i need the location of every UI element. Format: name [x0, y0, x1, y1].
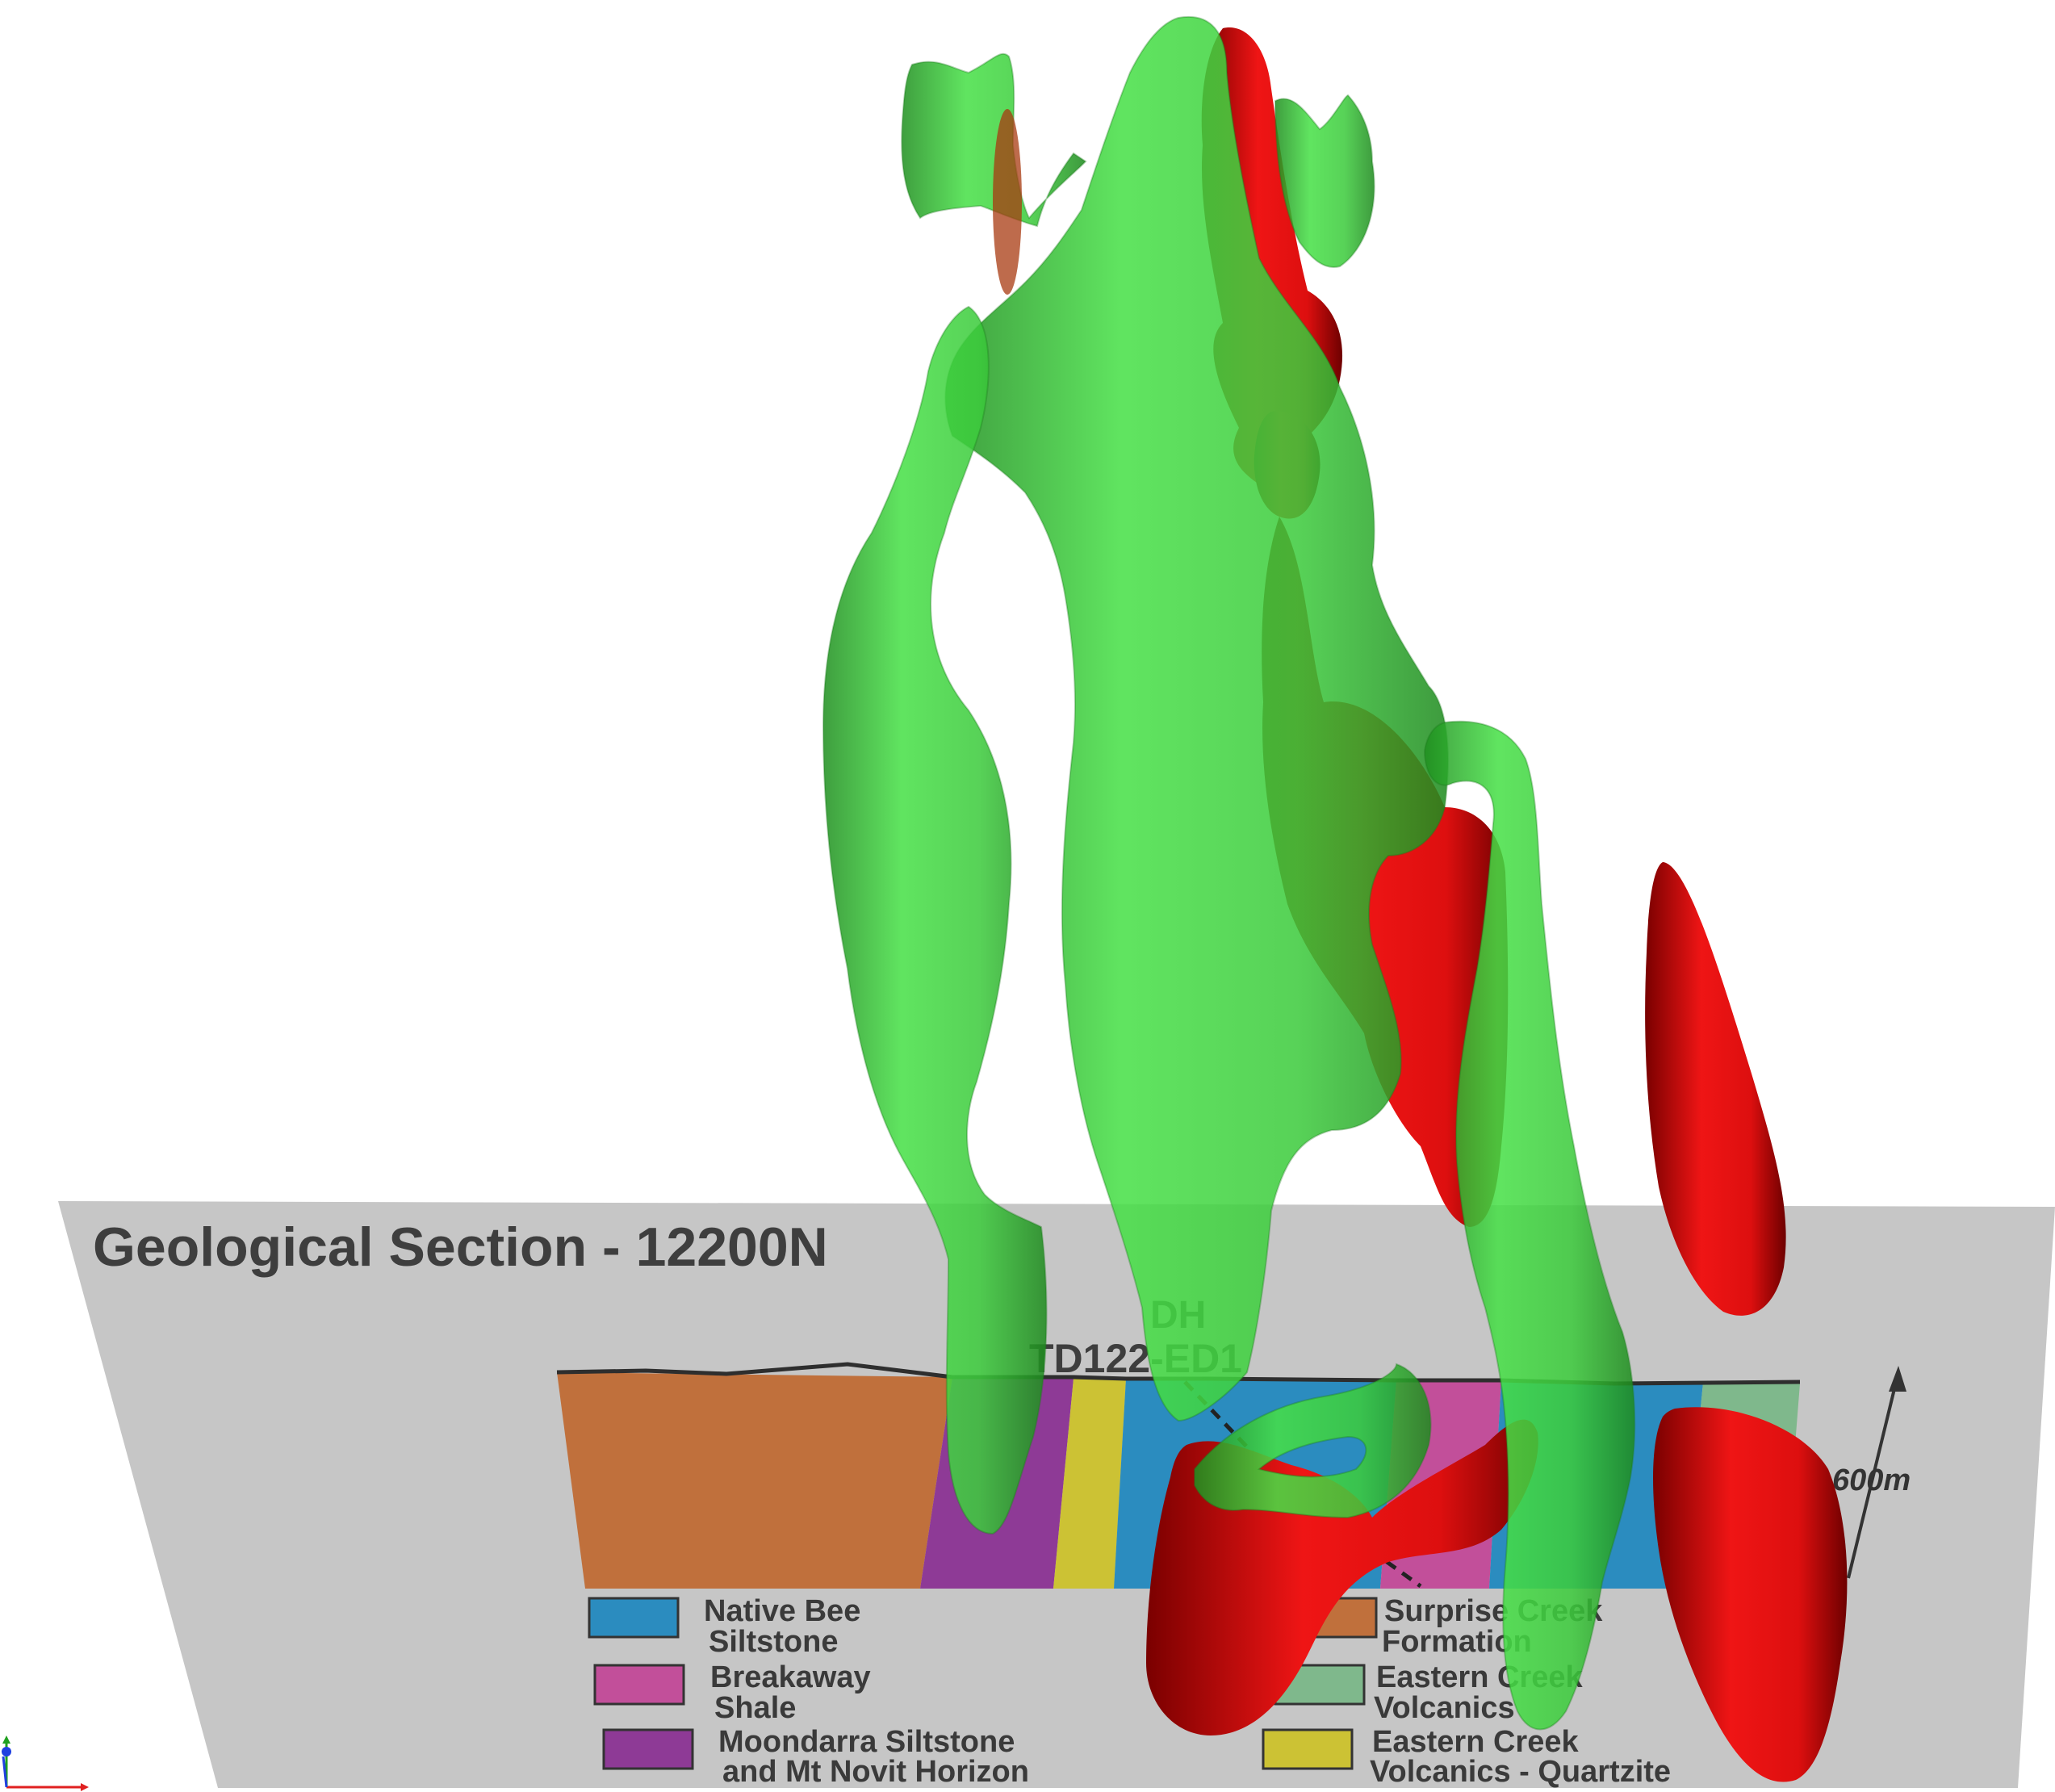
- red-isosurface-central-body[interactable]: [1262, 517, 1509, 1227]
- red-isosurface-lower-east-lobe[interactable]: [1653, 1407, 1848, 1782]
- legend-label-quartzite-2: Volcanics - Quartzite: [1370, 1755, 1671, 1789]
- green-isosurface-top-arm-right[interactable]: [1274, 94, 1375, 268]
- green-isosurface-right-loop[interactable]: [1423, 720, 1636, 1731]
- legend-label-native-bee-1: Native Bee: [704, 1594, 860, 1628]
- legend-label-quartzite-1: Eastern Creek: [1372, 1725, 1579, 1759]
- legend-swatch-moondarra: [602, 1728, 694, 1770]
- legend-label-native-bee-2: Siltstone: [709, 1625, 838, 1659]
- legend-label-breakaway-1: Breakaway: [710, 1660, 871, 1694]
- legend-swatch-breakaway: [593, 1664, 685, 1706]
- red-isosurface-east-spindle[interactable]: [1645, 862, 1786, 1316]
- axis-z-line: [2, 1756, 8, 1788]
- orientation-axes-widget: [2, 1735, 89, 1791]
- green-isosurface-top-arm-left[interactable]: [901, 52, 1087, 228]
- green-isosurface-group[interactable]: [822, 15, 1636, 1731]
- band-surprise-creek: [557, 1372, 952, 1589]
- scale-arrow-head: [1889, 1366, 1906, 1392]
- green-isosurface-left-lobe[interactable]: [822, 305, 1048, 1535]
- legend-label-eastern-creek-2: Volcanics: [1374, 1691, 1515, 1725]
- legend-label-breakaway-2: Shale: [714, 1691, 796, 1725]
- scale-label: 600m: [1832, 1463, 1911, 1497]
- legend-swatch-quartzite: [1262, 1728, 1354, 1770]
- legend-swatch-native-bee: [588, 1597, 680, 1639]
- red-isosurface-small-sliver[interactable]: [993, 109, 1022, 295]
- section-title: Geological Section - 12200N: [93, 1216, 828, 1278]
- axis-x-arrowhead: [81, 1783, 89, 1791]
- legend-label-moondarra-1: Moondarra Siltstone: [718, 1725, 1015, 1759]
- green-isosurface-lower-ring[interactable]: [1194, 1363, 1432, 1519]
- axis-origin: [2, 1747, 11, 1756]
- legend-label-moondarra-2: and Mt Novit Horizon: [722, 1755, 1029, 1789]
- axis-y-arrowhead: [2, 1735, 10, 1744]
- band-quartzite: [1053, 1379, 1126, 1589]
- scale-arrow-line: [1847, 1371, 1900, 1579]
